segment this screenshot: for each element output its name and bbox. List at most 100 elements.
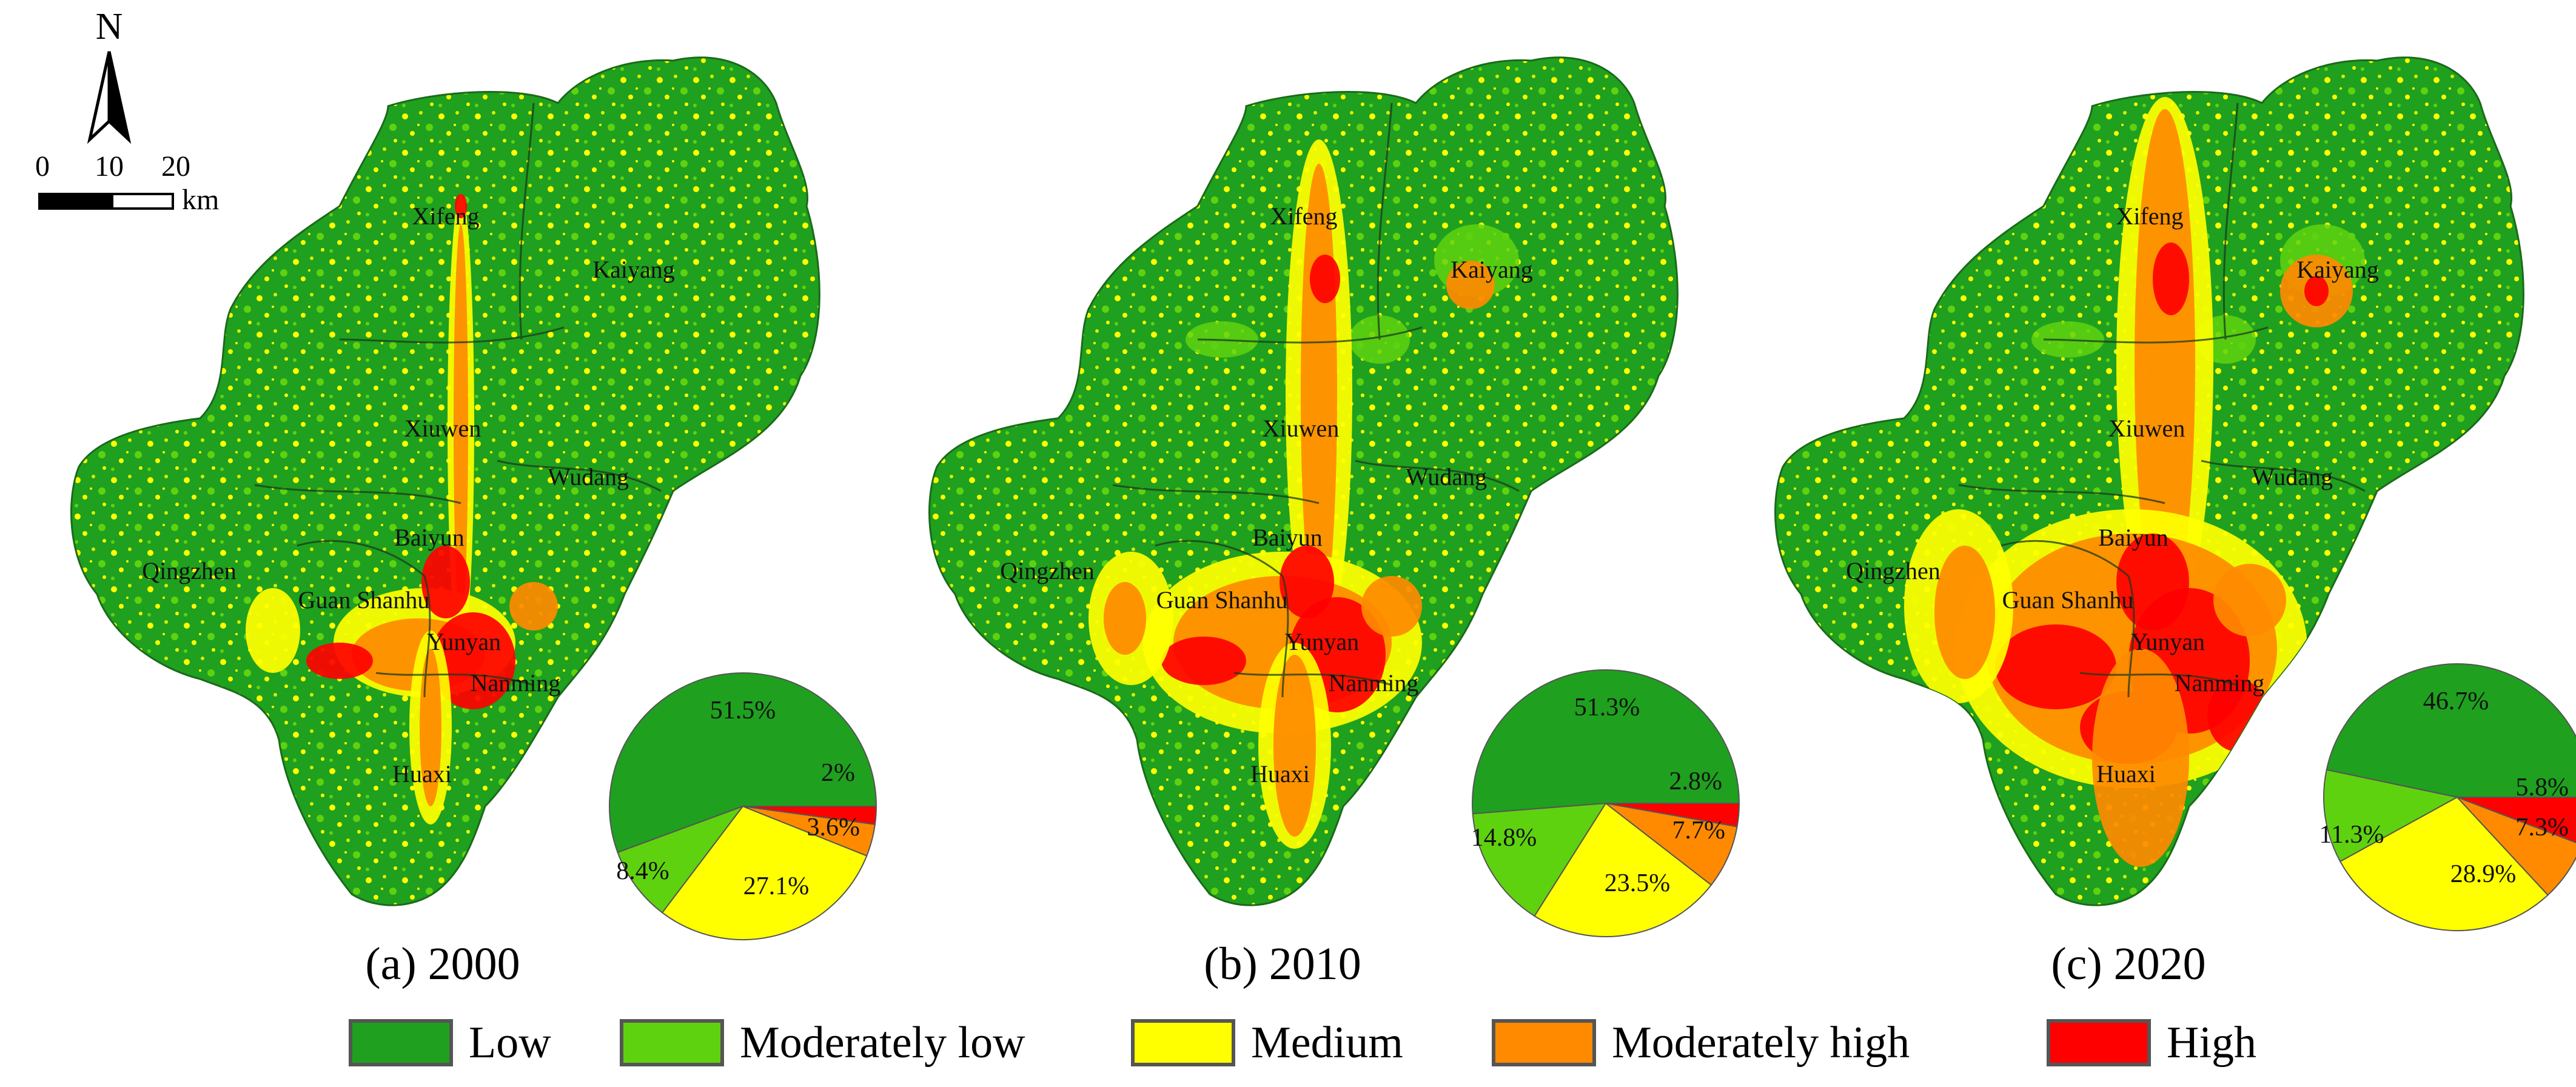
district-label-qingzhen: Qingzhen bbox=[1846, 557, 1940, 584]
district-label-huaxi: Huaxi bbox=[392, 760, 452, 788]
district-label-yunyan: Yunyan bbox=[1285, 628, 1359, 655]
scale-tick-20: 20 bbox=[161, 150, 190, 182]
pie-label-high: 2% bbox=[821, 759, 855, 787]
district-label-xiuwen: Xiuwen bbox=[404, 415, 481, 442]
legend: Low Moderately low Medium Moderately hig… bbox=[0, 1009, 2576, 1076]
legend-item-medium: Medium bbox=[1131, 1009, 1403, 1076]
pie-slice-low bbox=[1472, 669, 1740, 815]
hotspot-moderately-high bbox=[1446, 261, 1495, 309]
pie-label-moderately-high: 3.6% bbox=[807, 814, 860, 841]
map-region-2000 bbox=[70, 56, 820, 906]
hotspot-moderately-high bbox=[2135, 109, 2195, 618]
map-panel-2010: Xifeng Kaiyang Xiuwen Wudang Qingzhen Baiyun G… bbox=[928, 56, 1679, 906]
pie-label-moderately-low: 14.8% bbox=[1471, 824, 1537, 852]
legend-item-moderately-high: Moderately high bbox=[1492, 1009, 1910, 1076]
scale-unit: km bbox=[182, 184, 219, 216]
district-label-guan-shanhu: Guan Shanhu bbox=[298, 586, 430, 614]
pie-label-moderately-low: 11.3% bbox=[2319, 821, 2384, 849]
pie-slice-low bbox=[609, 672, 877, 854]
pie-slice-moderately-low bbox=[2323, 769, 2459, 863]
panel-caption-2000: (a) 2000 bbox=[365, 938, 520, 989]
district-label-baiyun: Baiyun bbox=[1252, 524, 1323, 551]
pie-slice-moderately-low bbox=[617, 804, 745, 914]
scale-bar: 0 10 20 km bbox=[35, 150, 219, 216]
hotspot-moderately-high bbox=[2092, 649, 2189, 867]
hotspot-high bbox=[1995, 624, 2116, 709]
map-panel-2020: Xifeng Kaiyang Xiuwen Wudang Qingzhen Baiyun G… bbox=[1774, 56, 2524, 906]
pie-label-medium: 23.5% bbox=[1605, 869, 1671, 897]
district-label-baiyun: Baiyun bbox=[394, 524, 465, 551]
pie-label-low: 46.7% bbox=[2423, 687, 2489, 715]
hotspot-moderately-high bbox=[2213, 564, 2286, 637]
hotspot-high bbox=[431, 612, 515, 709]
pie-slice-moderately-high bbox=[2457, 797, 2576, 896]
hotspot-high bbox=[1310, 255, 1340, 303]
pie-label-low: 51.3% bbox=[1574, 694, 1640, 721]
pie-label-high: 2.8% bbox=[1669, 768, 1723, 795]
legend-swatch-moderately-high bbox=[1492, 1019, 1596, 1066]
district-label-huaxi: Huaxi bbox=[1250, 760, 1310, 788]
district-label-xifeng: Xifeng bbox=[2116, 202, 2183, 230]
hotspot-high bbox=[421, 546, 470, 618]
pie-slice-moderately-low bbox=[1472, 802, 1607, 917]
pie-label-moderately-low: 8.4% bbox=[616, 857, 669, 885]
pie-slice-medium bbox=[661, 805, 868, 940]
pie-label-low: 51.5% bbox=[710, 697, 776, 724]
district-label-xifeng: Xifeng bbox=[412, 202, 479, 230]
legend-label-moderately-low: Moderately low bbox=[740, 1018, 1025, 1068]
district-label-xiuwen: Xiuwen bbox=[2108, 415, 2185, 442]
hotspot-high bbox=[1161, 637, 1246, 685]
district-label-kaiyang: Kaiyang bbox=[592, 256, 675, 283]
legend-swatch-medium bbox=[1131, 1019, 1235, 1066]
north-arrow-label: N bbox=[96, 6, 123, 47]
district-label-qingzhen: Qingzhen bbox=[142, 557, 236, 584]
legend-label-high: High bbox=[2167, 1018, 2256, 1068]
district-label-kaiyang: Kaiyang bbox=[2296, 256, 2379, 283]
hotspot-high bbox=[455, 194, 467, 218]
legend-item-high: High bbox=[2047, 1009, 2256, 1076]
hotspot-medium bbox=[246, 588, 300, 673]
north-arrow-icon bbox=[87, 51, 111, 144]
pie-slice-high bbox=[2457, 797, 2576, 843]
hotspot-high bbox=[1280, 546, 1334, 618]
district-label-yunyan: Yunyan bbox=[2131, 628, 2205, 655]
legend-label-moderately-high: Moderately high bbox=[1612, 1018, 1910, 1068]
panel-caption-2010: (b) 2010 bbox=[1204, 938, 1361, 989]
legend-swatch-low bbox=[349, 1019, 453, 1066]
district-label-yunyan: Yunyan bbox=[427, 628, 501, 655]
panel-caption-2020: (c) 2020 bbox=[2051, 938, 2205, 989]
district-label-guan-shanhu: Guan Shanhu bbox=[2002, 586, 2134, 614]
pie-label-moderately-high: 7.7% bbox=[1672, 817, 1726, 845]
pie-label-medium: 27.1% bbox=[743, 872, 810, 900]
pie-chart-2020: 46.7% 11.3% 28.9% 7.3% 5.8% bbox=[2319, 663, 2576, 931]
legend-label-low: Low bbox=[469, 1018, 551, 1068]
pie-label-moderately-high: 7.3% bbox=[2516, 814, 2569, 841]
legend-swatch-moderately-low bbox=[620, 1019, 724, 1066]
district-label-guan-shanhu: Guan Shanhu bbox=[1156, 586, 1288, 614]
hotspot-high bbox=[2153, 242, 2189, 315]
map-panel-2000: Xifeng Kaiyang Xiuwen Wudang Qingzhen Baiyun G… bbox=[70, 56, 820, 906]
district-label-kaiyang: Kaiyang bbox=[1451, 256, 1533, 283]
hotspot-moderately-high bbox=[1934, 546, 1995, 679]
pie-slice-low bbox=[2326, 663, 2576, 798]
legend-label-medium: Medium bbox=[1251, 1018, 1403, 1068]
district-label-xifeng: Xifeng bbox=[1270, 202, 1337, 230]
pie-slice-high bbox=[1605, 803, 1740, 828]
district-label-nanming: Nanming bbox=[471, 669, 561, 697]
legend-item-low: Low bbox=[349, 1009, 551, 1076]
legend-item-moderately-low: Moderately low bbox=[620, 1009, 1025, 1076]
hotspot-moderately-high bbox=[1104, 582, 1146, 655]
pie-slice-medium bbox=[2339, 796, 2549, 931]
district-label-wudang: Wudang bbox=[2252, 463, 2333, 490]
district-label-huaxi: Huaxi bbox=[2096, 760, 2156, 788]
pie-slice-medium bbox=[1534, 802, 1712, 937]
pie-slice-high bbox=[742, 806, 877, 825]
hotspot-high bbox=[2304, 276, 2329, 306]
north-arrow: N bbox=[87, 6, 132, 144]
pie-label-medium: 28.9% bbox=[2450, 860, 2517, 888]
district-label-wudang: Wudang bbox=[548, 463, 629, 490]
hotspot-moderately-high bbox=[1273, 655, 1316, 837]
pie-label-high: 5.8% bbox=[2516, 774, 2569, 801]
district-label-baiyun: Baiyun bbox=[2098, 524, 2168, 551]
